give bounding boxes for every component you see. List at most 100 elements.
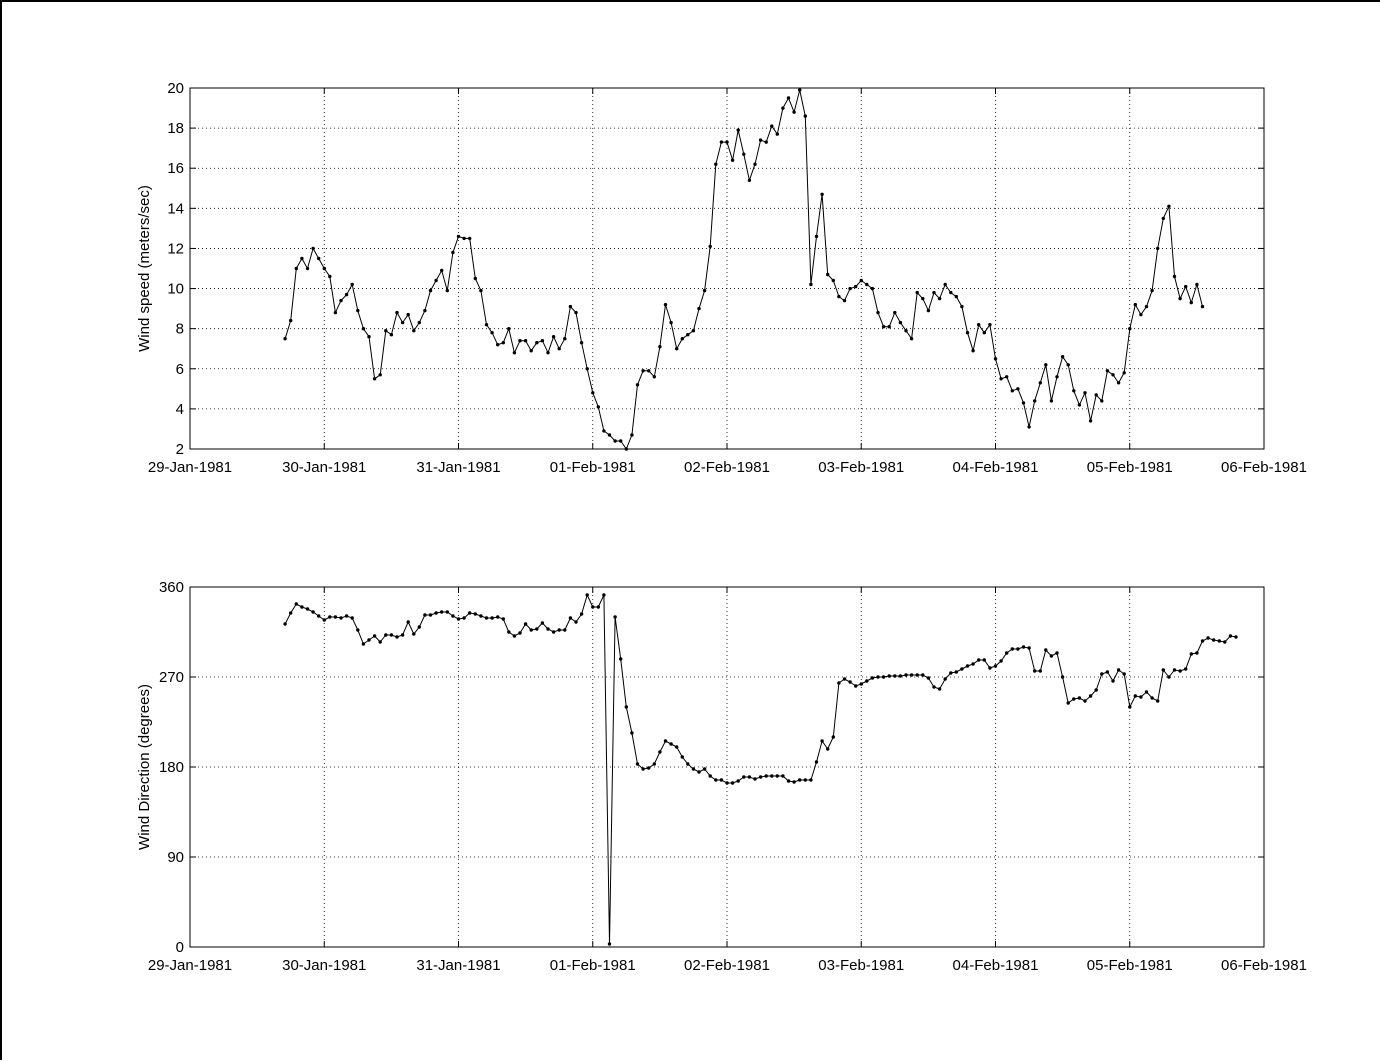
- data-point: [1010, 647, 1014, 651]
- data-point: [523, 622, 528, 626]
- data-point: [831, 278, 835, 283]
- x-tick-label: 02-Feb-1981: [684, 957, 770, 974]
- data-point: [1172, 668, 1177, 672]
- data-point: [1139, 312, 1143, 317]
- data-point: [786, 96, 791, 100]
- data-point: [949, 290, 953, 295]
- data-point: [1077, 696, 1082, 700]
- data-point: [630, 731, 634, 735]
- data-point: [568, 304, 573, 309]
- data-point: [658, 750, 662, 754]
- data-point: [568, 616, 573, 620]
- data-point: [624, 705, 628, 709]
- data-point: [798, 778, 802, 782]
- data-point: [395, 310, 399, 315]
- data-point: [708, 244, 712, 249]
- x-tick-label: 01-Feb-1981: [550, 459, 636, 476]
- data-point: [602, 593, 606, 597]
- data-point: [1223, 640, 1227, 644]
- data-point: [1128, 327, 1132, 331]
- data-point: [1111, 679, 1115, 683]
- data-point: [719, 140, 724, 144]
- data-point: [837, 294, 841, 299]
- y-tick-label: 8: [176, 321, 184, 338]
- data-point: [758, 138, 763, 142]
- data-point: [932, 290, 936, 295]
- data-point: [619, 657, 623, 661]
- data-point: [1150, 288, 1154, 293]
- y-tick-label: 2: [176, 441, 184, 458]
- data-point: [641, 369, 645, 373]
- data-point: [300, 605, 304, 609]
- data-point: [512, 351, 517, 355]
- data-point: [529, 628, 533, 632]
- data-point: [876, 675, 880, 679]
- y-tick-label: 270: [159, 669, 184, 686]
- data-point: [1005, 375, 1009, 379]
- data-point: [1172, 274, 1177, 279]
- data-point: [680, 755, 684, 759]
- x-tick-label: 29-Jan-1981: [148, 459, 232, 476]
- data-point: [378, 640, 382, 644]
- data-point: [551, 630, 556, 634]
- data-point: [854, 684, 858, 688]
- data-point: [372, 634, 377, 638]
- data-point: [456, 617, 461, 621]
- data-point: [400, 633, 405, 637]
- data-point: [1044, 648, 1048, 652]
- data-point: [579, 341, 584, 345]
- data-point: [1200, 304, 1205, 309]
- data-point: [915, 290, 919, 295]
- x-tick-label: 03-Feb-1981: [818, 459, 904, 476]
- data-point: [647, 369, 651, 373]
- data-point: [1033, 399, 1037, 403]
- data-point: [1094, 688, 1098, 692]
- data-point: [1021, 645, 1026, 649]
- data-point: [1139, 695, 1143, 699]
- data-point: [546, 627, 550, 631]
- data-point: [781, 106, 785, 110]
- data-point: [809, 778, 813, 782]
- data-point: [663, 739, 668, 743]
- data-point: [792, 110, 796, 114]
- data-point: [300, 256, 304, 261]
- data-point: [915, 673, 919, 677]
- data-point: [557, 628, 561, 632]
- data-point: [434, 611, 438, 615]
- data-point: [1150, 696, 1154, 700]
- axes-box: [189, 87, 1265, 450]
- data-point: [613, 439, 617, 443]
- data-point: [1088, 694, 1093, 698]
- data-point: [669, 320, 673, 325]
- data-point: [859, 278, 863, 283]
- data-point: [1116, 381, 1121, 385]
- data-point: [675, 745, 679, 749]
- data-point: [328, 615, 332, 619]
- data-point: [1184, 667, 1188, 671]
- data-point: [1005, 651, 1009, 655]
- y-tick-label: 4: [176, 401, 184, 418]
- data-point: [831, 735, 835, 739]
- data-point: [344, 292, 349, 297]
- data-point: [440, 268, 444, 273]
- data-point: [848, 680, 852, 684]
- data-point: [1016, 647, 1020, 651]
- data-point: [378, 373, 382, 377]
- data-point: [512, 634, 517, 638]
- data-point: [1122, 371, 1126, 375]
- data-point: [809, 282, 813, 287]
- data-point: [507, 630, 511, 634]
- data-point: [350, 616, 354, 620]
- data-point: [669, 742, 673, 746]
- data-point: [1077, 403, 1082, 407]
- data-point: [1161, 216, 1166, 221]
- data-point: [317, 614, 321, 618]
- data-point: [965, 664, 970, 668]
- data-point: [412, 632, 416, 636]
- data-point: [893, 310, 897, 315]
- data-point: [1105, 670, 1110, 674]
- data-point: [518, 339, 522, 343]
- data-point: [540, 339, 545, 343]
- data-point: [1038, 669, 1043, 673]
- data-point: [389, 333, 394, 337]
